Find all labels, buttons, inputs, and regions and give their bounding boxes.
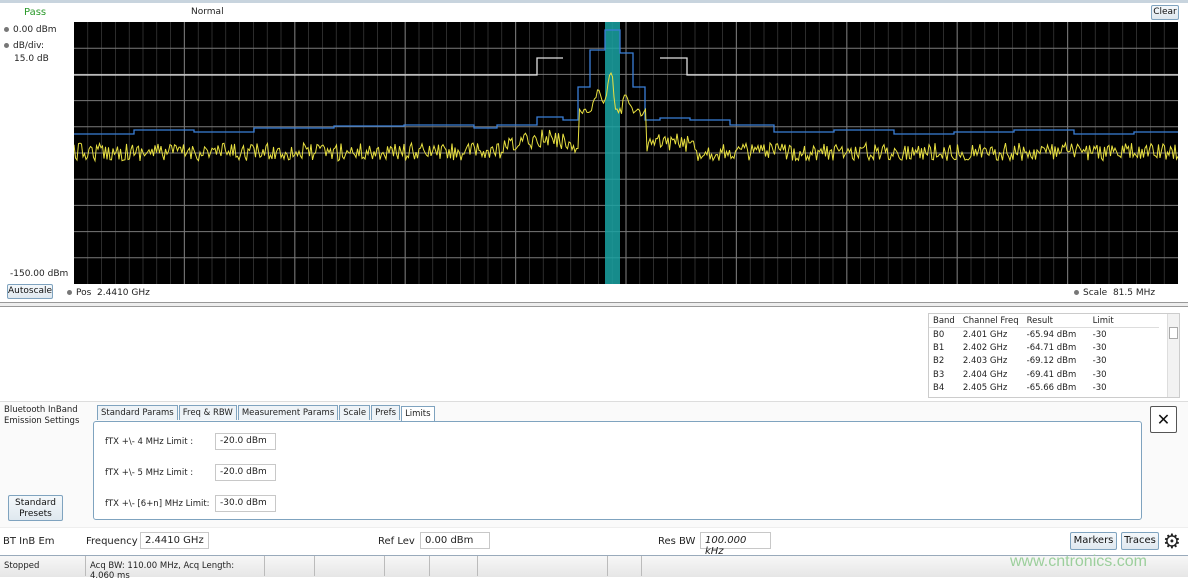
tab-freq-rbw[interactable]: Freq & RBW <box>178 405 237 420</box>
cell: -30 <box>1092 383 1107 394</box>
limit-6n-mhz-label: fTX +\- [6+n] MHz Limit: <box>105 499 210 509</box>
table-row[interactable]: B4 2.405 GHz -65.66 dBm -30 <box>929 382 1159 396</box>
status-cell <box>478 556 608 576</box>
tab-scale[interactable]: Scale <box>339 405 371 420</box>
frequency-input[interactable]: 2.4410 GHz <box>140 532 209 549</box>
status-bar <box>0 555 1188 577</box>
measurement-name: BT InB Em <box>3 536 55 547</box>
cell: B3 <box>933 369 945 380</box>
cell: -30 <box>1092 369 1107 380</box>
live-trace <box>73 72 1179 163</box>
pass-status: Pass <box>24 7 47 18</box>
results-table: Band Channel Freq Result Limit B0 2.401 G… <box>928 313 1180 398</box>
cell: -64.71 dBm <box>1026 342 1077 353</box>
max-hold-trace <box>74 29 1178 135</box>
scroll-thumb[interactable] <box>1169 327 1178 339</box>
status-cell <box>385 556 430 576</box>
cell: -69.12 dBm <box>1026 356 1077 367</box>
knob-icon <box>4 27 9 32</box>
watermark: www.cntronics.com <box>1010 553 1147 570</box>
scale-readout[interactable]: Scale 81.5 MHz <box>1074 288 1155 298</box>
db-div-readout[interactable]: dB/div: 15.0 dB <box>4 40 49 66</box>
table-scrollbar[interactable] <box>1167 314 1179 397</box>
splitter[interactable] <box>0 302 1188 307</box>
status-cell <box>608 556 642 576</box>
limit-line <box>74 57 1178 76</box>
tab-measurement-params[interactable]: Measurement Params <box>237 405 339 420</box>
markers-button[interactable]: Markers <box>1070 532 1117 550</box>
ref-lev-input[interactable]: 0.00 dBm <box>420 532 490 549</box>
spectrum-svg <box>73 22 1179 284</box>
cell: B4 <box>933 383 945 394</box>
knob-icon <box>1074 290 1079 295</box>
table-row[interactable]: B1 2.402 GHz -64.71 dBm -30 <box>929 341 1159 355</box>
table-row[interactable]: B2 2.403 GHz -69.12 dBm -30 <box>929 355 1159 369</box>
cell: B0 <box>933 329 945 340</box>
pos-readout[interactable]: Pos 2.4410 GHz <box>67 288 150 298</box>
tab-standard-params[interactable]: Standard Params <box>97 405 178 420</box>
autoscale-button[interactable]: Autoscale <box>7 284 53 299</box>
cell: -30 <box>1092 356 1107 367</box>
status-cell <box>265 556 315 576</box>
status-cell <box>430 556 478 576</box>
cell: 2.403 GHz <box>962 356 1008 367</box>
cell: 2.401 GHz <box>962 329 1008 340</box>
table-row[interactable]: B0 2.401 GHz -65.94 dBm -30 <box>929 328 1159 342</box>
settings-tabs: Standard Params Freq & RBW Measurement Par… <box>97 405 436 423</box>
standard-presets-button[interactable]: Standard Presets <box>8 495 63 521</box>
cell: -65.94 dBm <box>1026 329 1077 340</box>
acq-info: Acq BW: 110.00 MHz, Acq Length: 4.060 ms <box>86 556 265 581</box>
cell: 2.405 GHz <box>962 383 1008 394</box>
limit-5mhz-input[interactable]: -20.0 dBm <box>215 464 276 481</box>
cell: 2.404 GHz <box>962 369 1008 380</box>
cell: B1 <box>933 342 945 353</box>
trace-mode: Normal <box>191 7 224 17</box>
res-bw-input[interactable]: 100.000 kHz <box>700 532 771 557</box>
settings-title: Bluetooth InBand Emission Settings <box>4 405 80 426</box>
knob-icon <box>4 43 9 48</box>
channel-band <box>605 22 620 284</box>
limit-6n-mhz-input[interactable]: -30.0 dBm <box>215 495 276 512</box>
spectrum-plot[interactable] <box>73 22 1179 284</box>
close-settings-button[interactable]: ✕ <box>1150 406 1177 433</box>
bottom-level-readout: -150.00 dBm <box>10 269 69 279</box>
knob-icon <box>67 290 72 295</box>
limit-4mhz-input[interactable]: -20.0 dBm <box>215 433 276 450</box>
traces-button[interactable]: Traces <box>1121 532 1159 550</box>
limit-5mhz-label: fTX +\- 5 MHz Limit : <box>105 468 194 478</box>
ref-lev-label: Ref Lev <box>378 536 415 547</box>
clear-button[interactable]: Clear <box>1151 5 1179 20</box>
run-state: Stopped <box>0 556 86 576</box>
cell: B2 <box>933 356 945 367</box>
col-channel-freq[interactable]: Channel Freq <box>958 314 1023 328</box>
table-row[interactable]: B3 2.404 GHz -69.41 dBm -30 <box>929 368 1159 382</box>
window-top-border <box>0 0 1188 3</box>
cell: -65.66 dBm <box>1026 383 1077 394</box>
cell: -69.41 dBm <box>1026 369 1077 380</box>
col-result[interactable]: Result <box>1022 314 1089 328</box>
status-cell <box>315 556 385 576</box>
settings-gear-icon[interactable]: ⚙ <box>1163 529 1181 553</box>
cell: -30 <box>1092 329 1107 340</box>
res-bw-label: Res BW <box>658 536 696 547</box>
limit-4mhz-label: fTX +\- 4 MHz Limit : <box>105 437 194 447</box>
ref-level-readout[interactable]: 0.00 dBm <box>4 25 57 35</box>
cell: 2.402 GHz <box>962 342 1008 353</box>
col-band[interactable]: Band <box>929 314 959 328</box>
cell: -30 <box>1092 342 1107 353</box>
tab-prefs[interactable]: Prefs <box>371 405 401 420</box>
tab-limits[interactable]: Limits <box>401 406 435 423</box>
col-limit[interactable]: Limit <box>1088 314 1159 328</box>
frequency-label: Frequency <box>86 536 138 547</box>
